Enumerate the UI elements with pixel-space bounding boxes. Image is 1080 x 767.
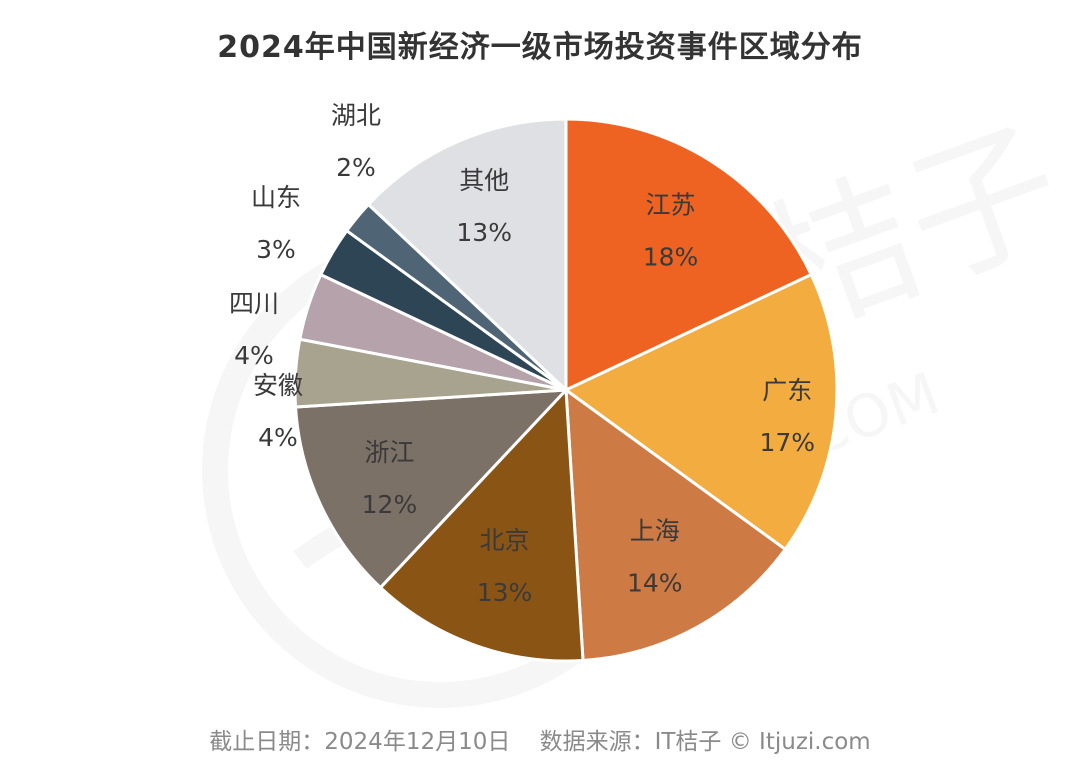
- slice-value-3: 14%: [627, 568, 683, 597]
- slice-value-6: 4%: [258, 423, 298, 452]
- slice-value-9: 2%: [336, 153, 376, 182]
- pie-slice-10: [366, 117, 568, 394]
- slice-value-8: 3%: [256, 235, 296, 264]
- slice-label-8: 山东: [251, 183, 301, 212]
- slice-label-5: 浙江: [364, 438, 414, 467]
- pie-slice-2: [563, 272, 839, 552]
- slice-label-4: 北京: [479, 526, 529, 555]
- slice-value-5: 12%: [362, 490, 418, 519]
- slice-label-9: 湖北: [331, 101, 381, 130]
- chart-title: 2024年中国新经济一级市场投资事件区域分布: [217, 30, 863, 65]
- slice-label-10: 其他: [459, 166, 509, 195]
- slice-label-7: 四川: [229, 289, 279, 318]
- slice-label-3: 上海: [630, 516, 680, 545]
- slice-value-2: 17%: [759, 428, 815, 457]
- pie-slice-4: [378, 386, 585, 663]
- slice-value-1: 18%: [643, 242, 699, 271]
- pie-slice-1: [564, 117, 814, 393]
- slice-label-6: 安徽: [253, 371, 303, 400]
- pie-slice-3: [564, 386, 788, 663]
- slice-value-7: 4%: [234, 341, 274, 370]
- source-footer: 截止日期：2024年12月10日 数据来源：IT桔子 © Itjuzi.com: [209, 729, 871, 755]
- slice-value-4: 13%: [477, 578, 533, 607]
- pie-slice-5: [293, 388, 570, 590]
- slice-label-1: 江苏: [646, 190, 696, 219]
- slice-label-2: 广东: [762, 376, 812, 405]
- slice-value-10: 13%: [456, 218, 512, 247]
